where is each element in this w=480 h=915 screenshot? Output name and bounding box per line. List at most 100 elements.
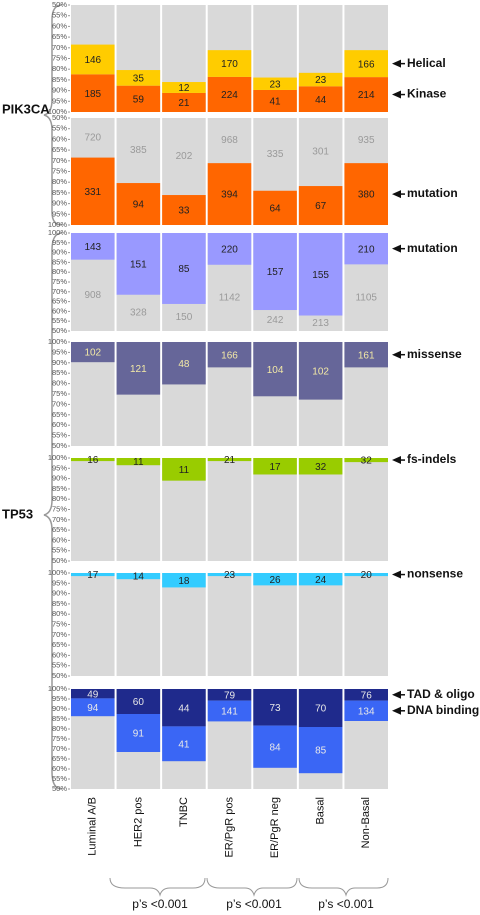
count-label: 170 <box>221 59 238 70</box>
count-label: 385 <box>130 145 147 156</box>
legend-label: Helical <box>407 56 446 70</box>
y-tick-label: 90% <box>52 704 67 713</box>
y-tick-label: 65% <box>52 145 67 154</box>
y-tick-label: 95% <box>52 209 67 218</box>
bar <box>298 186 343 225</box>
y-tick-label: 75% <box>52 619 67 628</box>
y-tick-label: 55% <box>52 316 67 325</box>
y-tick-label: 55% <box>52 11 67 20</box>
bar <box>253 190 297 225</box>
y-tick-label: 100% <box>48 684 68 693</box>
bar <box>116 85 161 112</box>
bar <box>71 573 115 577</box>
y-tick-label: 50% <box>52 0 67 9</box>
bar <box>207 689 252 701</box>
y-tick-label: 95% <box>52 96 67 105</box>
legend-arrow <box>392 350 401 359</box>
count-label: 35 <box>133 74 145 85</box>
count-label: 20 <box>361 570 373 581</box>
count-label: 49 <box>87 689 99 700</box>
count-label: 210 <box>358 244 375 255</box>
plot-background <box>253 573 297 676</box>
count-label: 91 <box>133 729 145 740</box>
bar <box>298 458 343 475</box>
count-label: 41 <box>178 739 190 750</box>
bar <box>253 458 297 475</box>
y-tick-label: 60% <box>52 650 67 659</box>
brace <box>43 232 63 790</box>
y-tick-label: 85% <box>52 257 67 266</box>
y-tick-label: 60% <box>52 134 67 143</box>
count-label: 12 <box>178 83 190 94</box>
y-tick-label: 50% <box>52 784 67 793</box>
count-label: 935 <box>358 135 375 146</box>
bar <box>298 727 343 774</box>
bar <box>116 458 161 466</box>
legend-label: DNA binding <box>407 703 479 717</box>
x-tick-label: ER/PgR neg <box>269 797 281 858</box>
count-label: 331 <box>84 187 101 198</box>
y-tick-label: 70% <box>52 43 67 52</box>
y-tick-label: 75% <box>52 734 67 743</box>
y-tick-label: 90% <box>52 199 67 208</box>
bar <box>162 233 206 304</box>
bar <box>116 714 161 752</box>
y-tick-label: 75% <box>52 277 67 286</box>
bar <box>162 82 206 93</box>
y-tick-label: 80% <box>52 379 67 388</box>
bar <box>298 573 343 586</box>
legend-arrow <box>392 570 401 579</box>
y-tick-label: 65% <box>52 410 67 419</box>
count-label: 85 <box>315 746 327 757</box>
bracket <box>298 877 389 897</box>
count-label: 73 <box>270 703 282 714</box>
count-label: 59 <box>133 94 145 105</box>
y-tick-label: 60% <box>52 764 67 773</box>
y-tick-label: 50% <box>52 556 67 565</box>
bar <box>71 689 115 699</box>
legend-arrow <box>392 90 401 99</box>
y-tick-label: 95% <box>52 694 67 703</box>
y-tick-label: 50% <box>52 326 67 335</box>
count-label: 335 <box>267 149 284 160</box>
y-tick-label: 75% <box>52 166 67 175</box>
y-tick-label: 95% <box>52 238 67 247</box>
count-label: 32 <box>361 456 373 467</box>
plot-background <box>253 458 297 561</box>
bar <box>253 725 297 768</box>
count-label: 157 <box>267 267 284 278</box>
count-label: 11 <box>133 457 144 468</box>
count-label: 394 <box>221 190 238 201</box>
bar <box>298 86 343 112</box>
plot-background <box>71 458 115 561</box>
count-label: 141 <box>221 707 238 718</box>
plot-background <box>298 458 343 561</box>
count-label: 17 <box>87 570 99 581</box>
bar <box>116 342 161 395</box>
bar <box>298 689 343 727</box>
y-tick-label: 100% <box>48 107 68 116</box>
count-label: 104 <box>267 365 284 376</box>
y-tick-label: 80% <box>52 724 67 733</box>
bar <box>253 77 297 90</box>
bar <box>344 50 388 78</box>
p-value: p’s <0.001 <box>226 897 282 911</box>
count-label: 161 <box>358 350 375 361</box>
bar <box>344 163 388 225</box>
legend-label: missense <box>407 347 462 361</box>
count-label: 102 <box>312 366 329 377</box>
legend-arrow <box>392 244 401 253</box>
legend-label: mutation <box>407 186 458 200</box>
count-label: 242 <box>267 315 284 326</box>
bar <box>298 342 343 400</box>
gene-label: TP53 <box>2 506 33 521</box>
y-tick-label: 85% <box>52 368 67 377</box>
plot-background <box>116 458 161 561</box>
y-tick-label: 55% <box>52 546 67 555</box>
bar <box>207 163 252 225</box>
y-tick-label: 90% <box>52 474 67 483</box>
bar <box>298 72 343 87</box>
y-tick-label: 100% <box>48 453 68 462</box>
count-label: 18 <box>178 576 190 587</box>
count-label: 84 <box>270 742 282 753</box>
